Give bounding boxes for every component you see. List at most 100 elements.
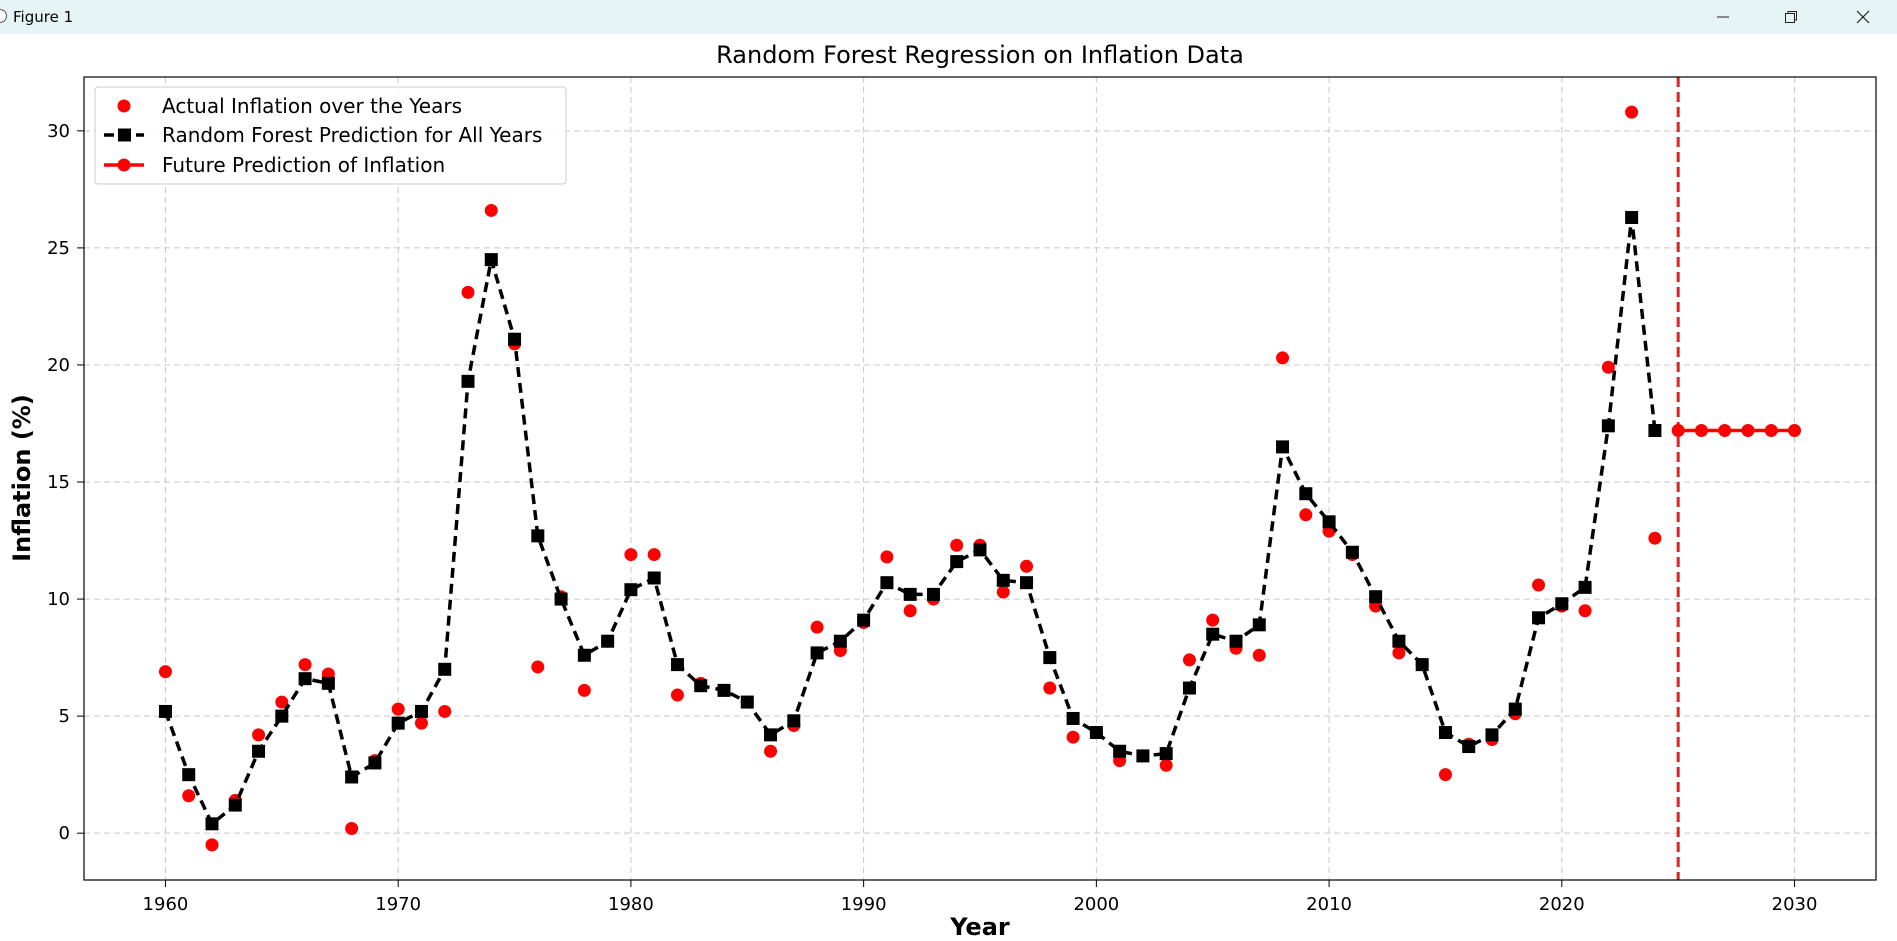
prediction-marker xyxy=(1438,726,1452,740)
prediction-marker xyxy=(1601,419,1615,433)
actual-point xyxy=(1578,604,1592,618)
actual-point xyxy=(1601,360,1615,374)
future-marker xyxy=(1741,424,1755,438)
actual-point xyxy=(391,702,405,716)
prediction-marker xyxy=(275,709,289,723)
prediction-marker xyxy=(228,798,242,812)
actual-point xyxy=(1392,646,1406,660)
legend-actual-marker xyxy=(117,99,131,113)
actual-point xyxy=(345,821,359,835)
prediction-marker xyxy=(787,714,801,728)
y-axis-label: Inflation (%) xyxy=(8,394,36,562)
prediction-marker xyxy=(950,555,964,569)
x-axis-label: Year xyxy=(949,913,1010,937)
future-marker xyxy=(1671,424,1685,438)
actual-point xyxy=(1182,653,1196,667)
y-tick-label: 15 xyxy=(47,472,70,493)
prediction-marker xyxy=(158,704,172,718)
legend-future-marker xyxy=(117,158,131,172)
future-marker xyxy=(1694,424,1708,438)
prediction-marker xyxy=(1369,590,1383,604)
prediction-marker xyxy=(1020,576,1034,590)
prediction-marker xyxy=(368,756,382,770)
prediction-marker xyxy=(1206,627,1220,641)
actual-point xyxy=(1020,559,1034,573)
prediction-marker xyxy=(1066,711,1080,725)
prediction-marker xyxy=(1485,728,1499,742)
prediction-marker xyxy=(1625,210,1639,224)
x-tick-label: 2010 xyxy=(1306,894,1352,915)
plot-frame xyxy=(83,76,1877,881)
prediction-marker xyxy=(601,634,615,648)
prediction-marker xyxy=(1182,681,1196,695)
actual-point xyxy=(670,688,684,702)
prediction-marker xyxy=(1113,744,1127,758)
minimize-icon xyxy=(1717,16,1729,18)
restore-button[interactable] xyxy=(1757,0,1825,34)
prediction-marker xyxy=(252,744,266,758)
prediction-marker xyxy=(1159,747,1173,761)
prediction-marker xyxy=(1532,611,1546,625)
prediction-marker xyxy=(647,571,661,585)
actual-point xyxy=(298,658,312,672)
prediction-marker xyxy=(1043,651,1057,665)
prediction-marker xyxy=(810,646,824,660)
restore-icon xyxy=(1785,11,1797,23)
y-tick-label: 20 xyxy=(47,355,70,376)
minimize-button[interactable] xyxy=(1689,0,1757,34)
actual-point xyxy=(1043,681,1057,695)
prediction-marker xyxy=(1578,580,1592,594)
prediction-marker xyxy=(670,658,684,672)
figure-canvas: Random Forest Regression on Inflation Da… xyxy=(0,34,1897,941)
actual-point xyxy=(810,620,824,634)
prediction-marker xyxy=(391,716,405,730)
prediction-marker xyxy=(880,576,894,590)
actual-point xyxy=(438,704,452,718)
actual-point xyxy=(1625,105,1639,119)
legend-box xyxy=(94,86,567,185)
prediction-marker xyxy=(694,679,708,693)
close-button[interactable] xyxy=(1829,0,1897,34)
prediction-marker xyxy=(298,672,312,686)
actual-point xyxy=(764,744,778,758)
actual-point xyxy=(531,660,545,674)
axis-ticks: 1960 1970 1980 1990 2000 2010 2020 203005101520… xyxy=(47,121,1817,915)
actual-point xyxy=(461,285,475,299)
y-tick-label: 0 xyxy=(59,823,70,844)
prediction-marker xyxy=(833,634,847,648)
legend-label-future: Future Prediction of Inflation xyxy=(162,153,445,177)
close-icon xyxy=(1856,10,1870,24)
y-tick-label: 30 xyxy=(47,121,70,142)
prediction-marker xyxy=(1089,726,1103,740)
prediction-marker xyxy=(461,374,475,388)
x-tick-label: 2030 xyxy=(1772,894,1818,915)
prediction-marker xyxy=(205,817,219,831)
prediction-marker xyxy=(1415,658,1429,672)
prediction-marker xyxy=(1299,487,1313,501)
x-tick-label: 1990 xyxy=(841,894,887,915)
x-tick-label: 2000 xyxy=(1073,894,1119,915)
actual-point xyxy=(577,683,591,697)
actual-point xyxy=(158,665,172,679)
actual-point xyxy=(275,695,289,709)
prediction-marker xyxy=(321,676,335,690)
prediction-marker xyxy=(973,543,987,557)
actual-point xyxy=(1276,351,1290,365)
actual-point xyxy=(205,838,219,852)
legend: Actual Inflation over the Years Random Fo… xyxy=(94,86,567,185)
prediction-marker xyxy=(1392,634,1406,648)
legend-label-prediction: Random Forest Prediction for All Years xyxy=(162,123,542,147)
legend-prediction-marker xyxy=(118,128,131,142)
prediction-marker xyxy=(624,583,638,597)
actual-point xyxy=(647,548,661,562)
y-tick-label: 10 xyxy=(47,589,70,610)
prediction-line xyxy=(163,217,1657,827)
prediction-marker xyxy=(996,573,1010,587)
prediction-marker xyxy=(1276,440,1290,454)
actual-point xyxy=(1648,531,1662,545)
prediction-marker xyxy=(857,613,871,627)
prediction-marker xyxy=(903,587,917,601)
chart-title: Random Forest Regression on Inflation Da… xyxy=(716,41,1244,69)
actual-point xyxy=(950,538,964,552)
prediction-marker xyxy=(484,253,498,267)
